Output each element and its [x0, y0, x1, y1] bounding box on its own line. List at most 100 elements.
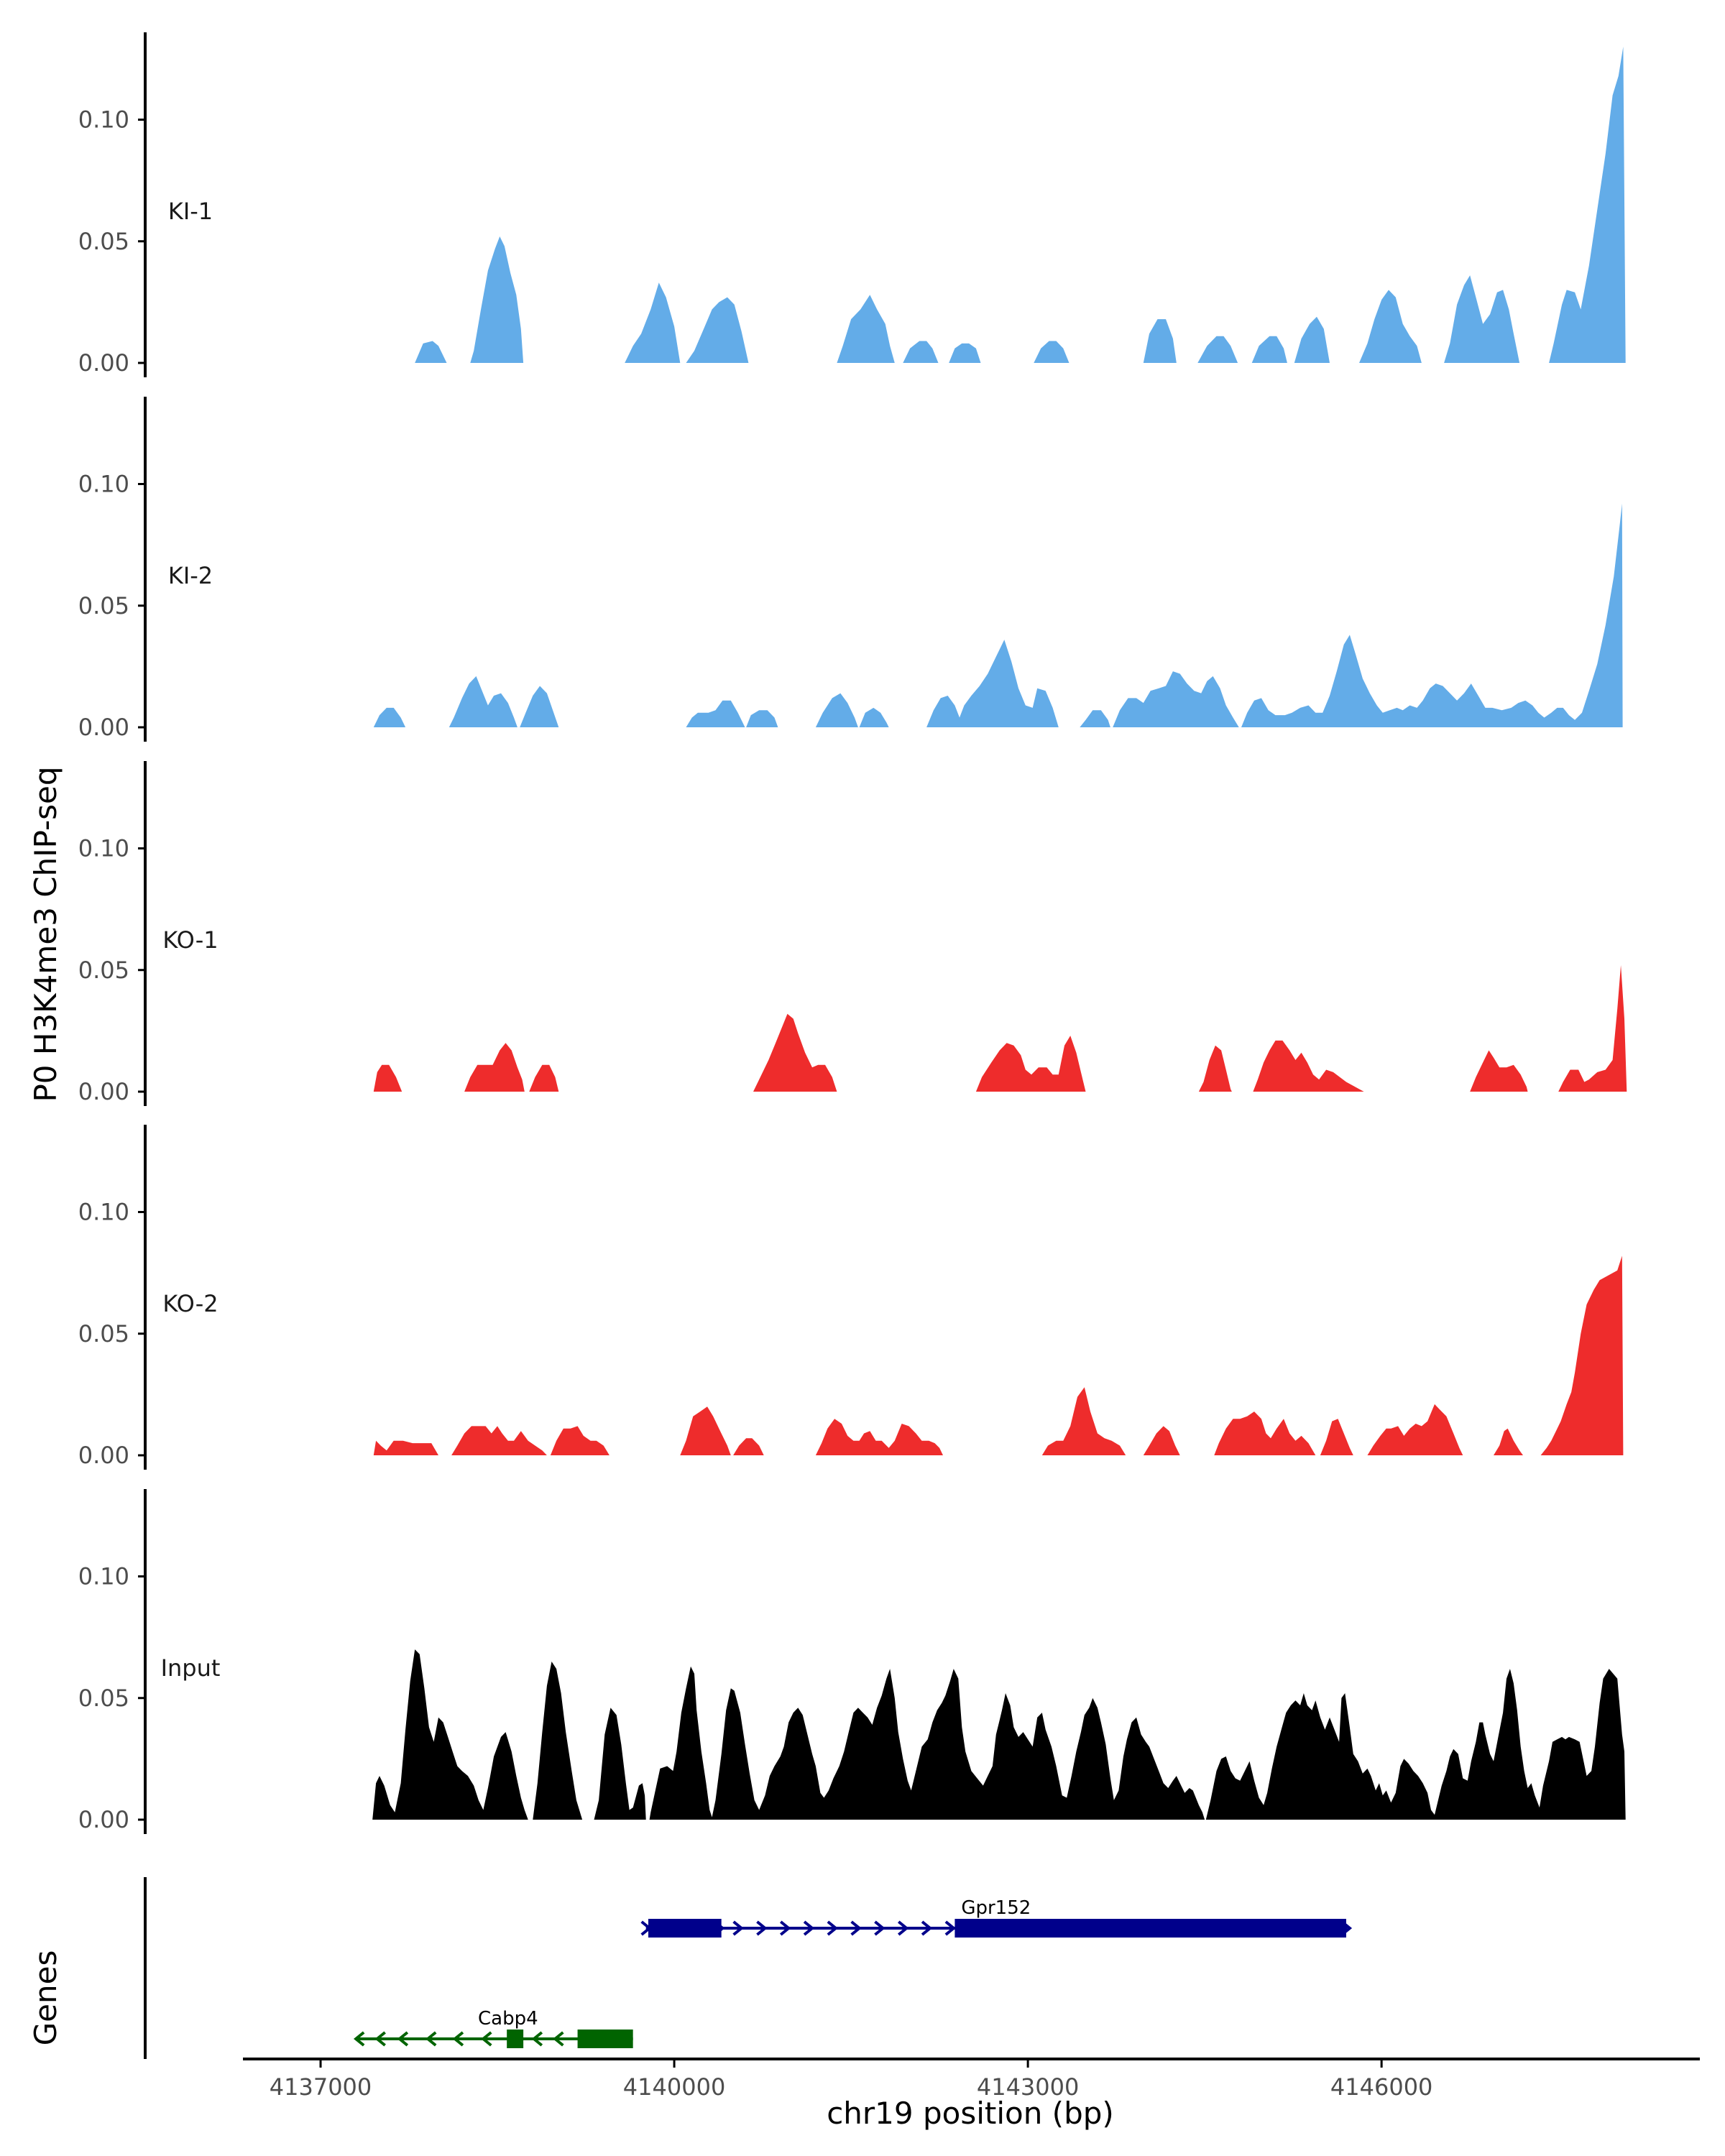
strand-arrow	[850, 1920, 862, 1936]
coverage-area	[550, 1426, 610, 1455]
y-tick-label: 0.10	[78, 106, 129, 134]
y-tick-label: 0.10	[78, 471, 129, 498]
strand-arrow	[531, 2031, 543, 2047]
x-tick-label: 4140000	[623, 2073, 726, 2101]
coverage-area	[1294, 316, 1330, 363]
strand-arrow	[374, 2031, 386, 2047]
strand-arrow	[426, 2031, 437, 2047]
coverage-area	[625, 282, 681, 363]
strand-arrow	[397, 2031, 409, 2047]
coverage-area	[520, 686, 559, 727]
coverage-area	[686, 297, 749, 363]
x-axis: chr19 position (bp) 4137000 4140000 414300…	[243, 2058, 1700, 2131]
x-tick-label: 4143000	[977, 2073, 1080, 2101]
coverage-area	[753, 1013, 837, 1092]
y-axis-title: P0 H3K4me3 ChIP-seq	[28, 766, 63, 1102]
coverage-area	[815, 1419, 943, 1455]
coverage-area	[680, 1406, 731, 1455]
strand-arrow	[944, 1920, 957, 1936]
gene-label: Cabp4	[478, 2008, 538, 2030]
track-label: KO-2	[162, 1290, 218, 1317]
y-tick-label: 0.10	[78, 1199, 129, 1226]
y-tick-label: 0.00	[78, 349, 129, 377]
coverage-area	[1253, 1040, 1369, 1092]
coverage-area	[1320, 1419, 1353, 1455]
coverage-area	[373, 707, 406, 727]
gene-exon	[648, 1919, 722, 1938]
coverage-area	[451, 1426, 547, 1455]
coverage-area	[529, 1064, 559, 1092]
x-axis-title: chr19 position (bp)	[827, 2096, 1114, 2131]
x-tick-label: 4137000	[270, 2073, 372, 2101]
genes-axis-title: Genes	[28, 1950, 63, 2046]
coverage-area	[1197, 336, 1238, 363]
track-label: KO-1	[162, 926, 218, 954]
coverage-area	[1251, 336, 1287, 363]
track-panel-ki-1: 0.00 0.05 0.10 KI-1	[78, 32, 1626, 377]
y-tick-label: 0.05	[78, 228, 129, 255]
coverage-area	[594, 1666, 1205, 1820]
coverage-area	[1494, 1428, 1523, 1455]
coverage-area	[949, 343, 981, 363]
strand-arrow	[803, 1920, 815, 1936]
coverage-area	[470, 236, 524, 363]
y-tick-label: 0.05	[78, 1320, 129, 1348]
strand-arrow	[874, 1920, 886, 1936]
strand-arrow	[897, 1920, 909, 1936]
y-tick-label: 0.00	[78, 1078, 129, 1105]
track-panels: 0.00 0.05 0.10 KI-1 0.00 0.05 0.10 KI-2 0.00 0.05…	[78, 32, 1627, 1834]
gene-label: Gpr152	[961, 1897, 1031, 1919]
y-tick-label: 0.05	[78, 957, 129, 984]
y-tick-label: 0.05	[78, 1685, 129, 1712]
coverage-area	[1367, 1404, 1463, 1455]
strand-arrow	[553, 2031, 564, 2047]
coverage-area	[1041, 1387, 1126, 1455]
coverage-area	[533, 1662, 583, 1820]
gene-cabp4: Cabp4	[353, 2008, 633, 2048]
strand-arrow	[827, 1920, 839, 1936]
coverage-area	[1214, 1411, 1316, 1455]
track-label: KI-2	[168, 562, 213, 589]
gene-exon	[954, 1919, 1346, 1938]
coverage-area	[903, 341, 939, 363]
track-panel-ki-2: 0.00 0.05 0.10 KI-2	[78, 397, 1623, 742]
coverage-area	[1549, 46, 1626, 364]
strand-arrow	[353, 2031, 365, 2047]
track-label: KI-1	[168, 198, 213, 225]
strand-arrow	[640, 1920, 652, 1936]
y-tick-label: 0.10	[78, 1563, 129, 1590]
x-tick-label: 4146000	[1330, 2073, 1433, 2101]
gene-exon	[577, 2030, 633, 2048]
coverage-area	[1205, 1669, 1626, 1820]
coverage-area	[1558, 965, 1627, 1092]
strand-arrow	[732, 1920, 744, 1936]
coverage-area	[372, 1649, 528, 1820]
y-tick-label: 0.00	[78, 1806, 129, 1833]
coverage-area	[373, 1440, 438, 1455]
y-tick-label: 0.05	[78, 592, 129, 619]
coverage-area	[1540, 1256, 1624, 1455]
gene-exon	[507, 2030, 524, 2048]
coverage-area	[373, 1064, 402, 1092]
track-panel-ko-1: 0.00 0.05 0.10 KO-1	[78, 761, 1627, 1106]
coverage-area	[733, 1438, 764, 1455]
coverage-area	[926, 640, 1059, 727]
strand-arrow	[714, 1920, 725, 1936]
coverage-area	[1113, 671, 1239, 727]
coverage-area	[1143, 319, 1177, 363]
y-tick-label: 0.00	[78, 714, 129, 741]
y-tick-label: 0.00	[78, 1442, 129, 1469]
coverage-area	[464, 1043, 525, 1092]
coverage-area	[1241, 503, 1623, 727]
coverage-area	[1359, 290, 1422, 363]
strand-arrow	[481, 2031, 492, 2047]
coverage-area	[1034, 341, 1070, 363]
coverage-area	[1470, 1050, 1528, 1092]
strand-arrow	[452, 2031, 464, 2047]
strand-arrow	[779, 1920, 791, 1936]
coverage-area	[837, 295, 895, 363]
track-label: Input	[161, 1654, 221, 1682]
coverage-area	[1198, 1045, 1232, 1092]
y-tick-label: 0.10	[78, 835, 129, 862]
